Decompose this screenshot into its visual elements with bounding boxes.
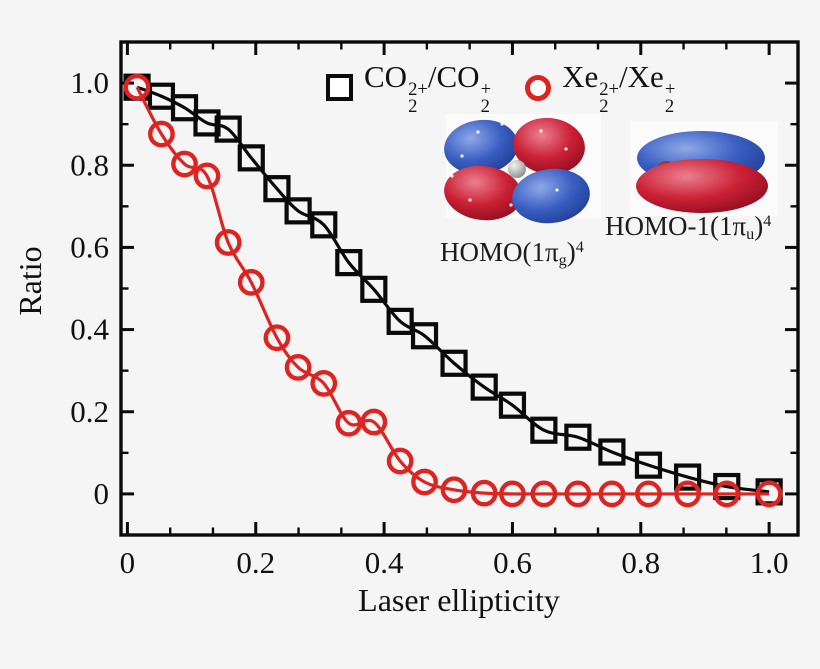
marker-xe2 — [386, 447, 414, 475]
marker-xe2 — [530, 480, 558, 508]
homo-pi-g-label: HOMO(1πg)4 — [440, 237, 584, 270]
marker-xe2 — [635, 480, 662, 508]
y-tick-label: 0.4 — [70, 312, 109, 347]
series-co2 — [123, 73, 783, 506]
marker-xe2 — [470, 479, 498, 507]
orbital-lobe-red — [513, 117, 585, 175]
marker-xe2 — [411, 468, 438, 496]
x-tick-label: 0.8 — [621, 545, 660, 580]
marker-co2 — [237, 144, 265, 172]
marker-co2 — [214, 115, 242, 143]
x-tick-label: 0.4 — [365, 545, 404, 580]
marker-xe2 — [237, 268, 265, 296]
marker-xe2 — [310, 370, 338, 397]
y-tick-label: 0 — [94, 476, 110, 511]
orbital-lobe-blue — [444, 119, 518, 175]
x-tick-label: 0.6 — [493, 545, 532, 580]
marker-co2 — [530, 416, 558, 444]
x-tick-label: 1.0 — [750, 545, 789, 580]
homo-1-pi-u-label: HOMO-1(1πu)4 — [605, 211, 772, 244]
marker-xe2 — [193, 162, 221, 190]
marker-co2 — [440, 349, 468, 377]
plot-frame — [119, 40, 800, 537]
legend: CO 2+ 2/CO +2 Xe 2+ 2/Xe +2 — [326, 59, 675, 116]
marker-xe2 — [713, 480, 741, 508]
marker-co2 — [598, 438, 626, 466]
marker-xe2 — [499, 480, 526, 508]
x-tick-label: 0.2 — [236, 545, 275, 580]
orbital-lobe-blue — [512, 168, 590, 224]
y-tick-label: 0.2 — [70, 394, 109, 429]
marker-xe2 — [148, 120, 175, 148]
marker-co2 — [564, 423, 592, 451]
legend-square-marker-icon — [326, 74, 353, 102]
marker-co2 — [713, 472, 741, 501]
marker-xe2 — [755, 480, 783, 508]
x-tick-label: 0 — [120, 545, 136, 580]
marker-xe2 — [440, 476, 468, 504]
y-tick-label: 0.6 — [70, 229, 109, 264]
legend-entry-xe2: Xe 2+ 2/Xe +2 — [525, 59, 675, 116]
orbital-speckles — [450, 122, 586, 207]
co2-homo-orbital-image — [444, 114, 601, 224]
y-tick-label: 1.0 — [70, 65, 109, 100]
marker-xe2 — [674, 480, 702, 508]
marker-co2 — [170, 94, 199, 122]
marker-co2 — [634, 451, 663, 479]
marker-co2 — [263, 175, 291, 203]
marker-co2 — [310, 211, 338, 239]
tick-labels: 0 0.2 0.4 0.6 0.8 1.0 0 0.2 0.4 0.6 0.8 1.0 — [70, 65, 788, 580]
marker-co2 — [410, 322, 439, 350]
marker-xe2 — [564, 480, 592, 508]
marker-xe2 — [171, 150, 198, 178]
series-xe2 — [123, 73, 783, 508]
legend-label-co2: CO 2+ 2/CO +2 — [364, 59, 492, 118]
y-axis-label: Ratio — [12, 246, 48, 316]
marker-co2 — [498, 391, 527, 419]
marker-co2 — [386, 307, 414, 335]
marker-xe2 — [360, 408, 388, 436]
marker-xe2 — [335, 409, 363, 437]
legend-circle-marker-icon — [525, 74, 552, 101]
marker-co2 — [360, 275, 388, 303]
marker-xe2 — [214, 229, 242, 256]
marker-co2 — [335, 249, 363, 277]
x-axis-label: Laser ellipticity — [358, 582, 560, 618]
orbital-lobe-red — [636, 159, 768, 213]
orbital-lobe-red — [444, 165, 522, 221]
marker-xe2 — [598, 480, 626, 508]
legend-label-xe2: Xe 2+ 2/Xe +2 — [562, 59, 676, 118]
marker-co2 — [284, 197, 312, 225]
marker-xe2 — [263, 324, 291, 352]
xe2-homo-1-orbital-image — [630, 121, 778, 216]
legend-entry-co2: CO 2+ 2/CO +2 — [326, 59, 491, 116]
carbon-atom — [508, 160, 526, 178]
y-tick-label: 0.8 — [70, 147, 109, 182]
marker-co2 — [470, 373, 498, 401]
marker-xe2 — [123, 73, 151, 101]
marker-xe2 — [284, 353, 312, 381]
marker-co2 — [674, 463, 702, 491]
